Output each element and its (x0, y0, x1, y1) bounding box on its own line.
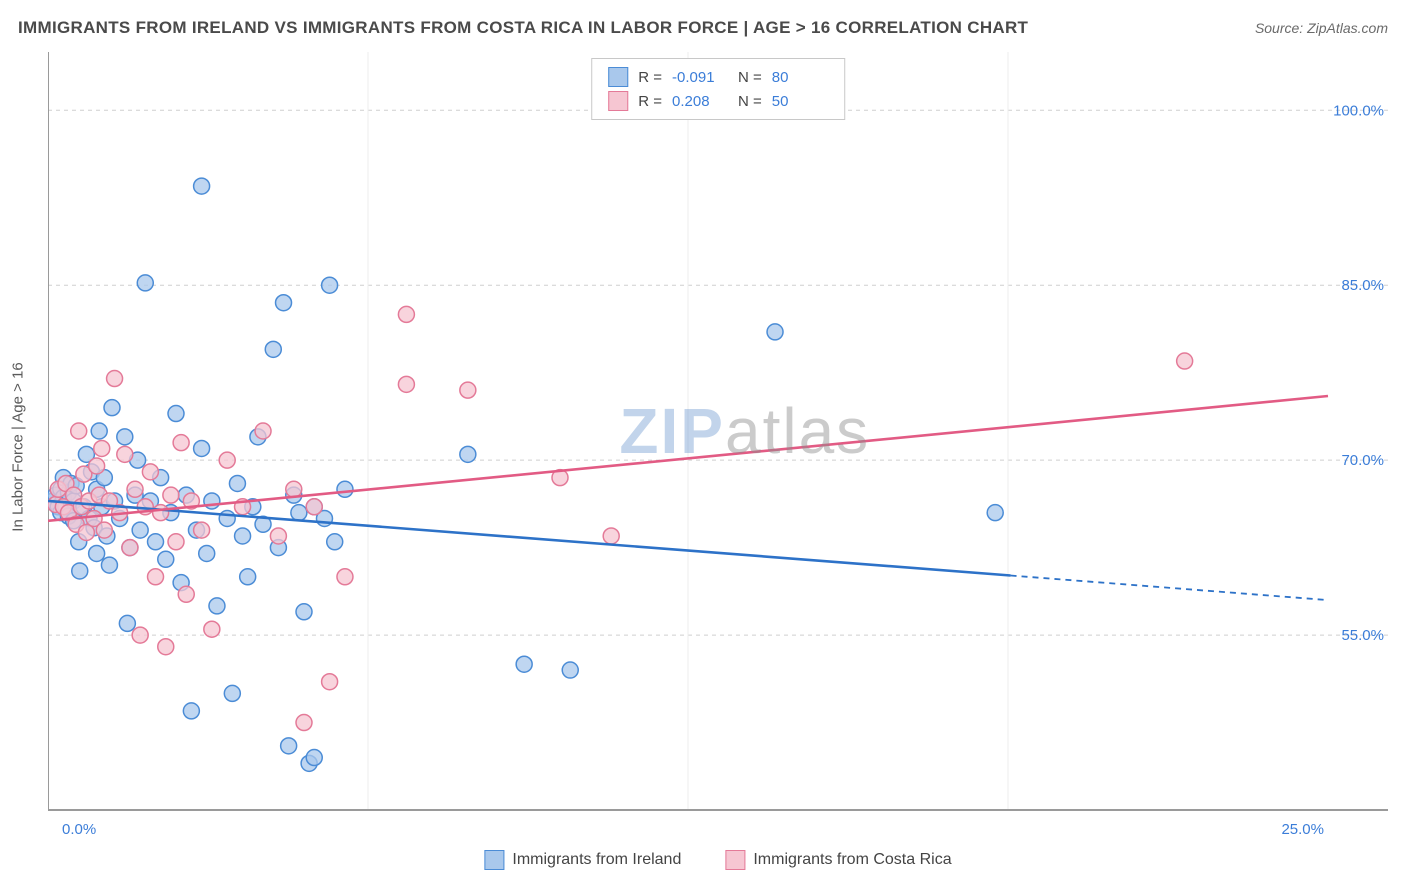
series-name-ireland: Immigrants from Ireland (512, 851, 681, 869)
scatter-plot: 55.0% 70.0% 85.0% 100.0% 0.0% 25.0% (48, 52, 1388, 842)
legend-swatch-costarica-icon (725, 850, 745, 870)
series-name-costarica: Immigrants from Costa Rica (753, 851, 951, 869)
r-label: R = (638, 69, 662, 86)
n-value-costarica: 50 (772, 93, 828, 110)
n-label: N = (738, 69, 762, 86)
legend-swatch-ireland (608, 67, 628, 87)
svg-text:85.0%: 85.0% (1341, 277, 1384, 294)
svg-text:100.0%: 100.0% (1333, 102, 1384, 119)
legend-swatch-ireland-icon (484, 850, 504, 870)
series-legend-ireland: Immigrants from Ireland (484, 850, 681, 870)
n-label: N = (738, 93, 762, 110)
n-value-ireland: 80 (772, 69, 828, 86)
svg-text:55.0%: 55.0% (1341, 627, 1384, 644)
correlation-legend: R = -0.091 N = 80 R = 0.208 N = 50 (591, 58, 845, 120)
svg-text:25.0%: 25.0% (1281, 821, 1324, 838)
chart-area: In Labor Force | Age > 16 ZIPatlas 55.0%… (48, 52, 1388, 842)
r-value-ireland: -0.091 (672, 69, 728, 86)
svg-text:0.0%: 0.0% (62, 821, 96, 838)
series-legend-costarica: Immigrants from Costa Rica (725, 850, 951, 870)
correlation-legend-row-costarica: R = 0.208 N = 50 (608, 89, 828, 113)
y-axis-label: In Labor Force | Age > 16 (10, 362, 27, 531)
r-value-costarica: 0.208 (672, 93, 728, 110)
chart-title: IMMIGRANTS FROM IRELAND VS IMMIGRANTS FR… (18, 18, 1028, 38)
series-legend: Immigrants from Ireland Immigrants from … (484, 850, 951, 870)
legend-swatch-costarica (608, 91, 628, 111)
source-attribution: Source: ZipAtlas.com (1255, 20, 1388, 36)
svg-text:70.0%: 70.0% (1341, 452, 1384, 469)
r-label: R = (638, 93, 662, 110)
correlation-legend-row-ireland: R = -0.091 N = 80 (608, 65, 828, 89)
